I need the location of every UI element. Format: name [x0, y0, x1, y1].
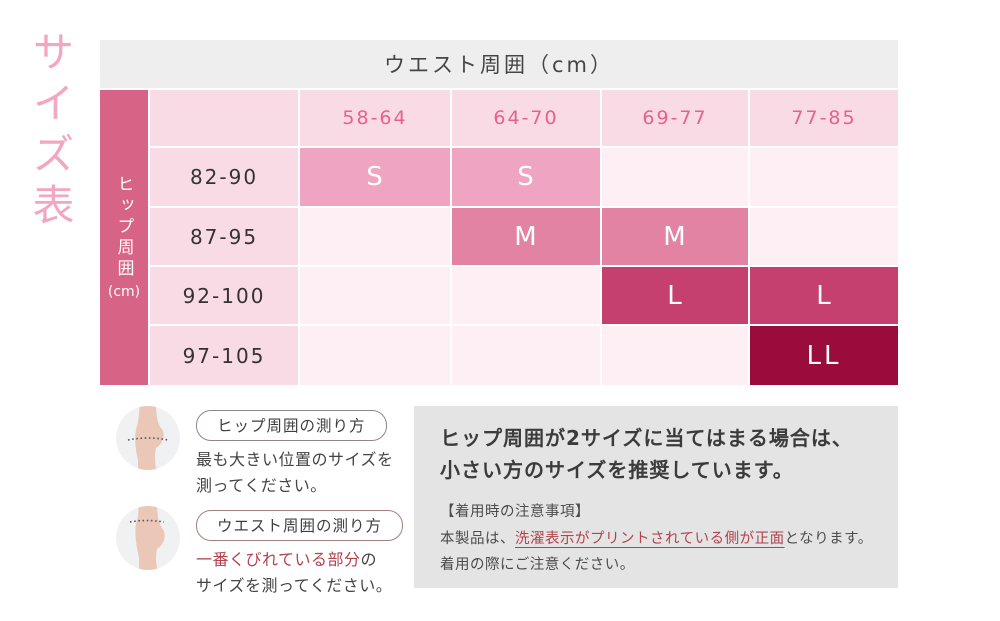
hip-measure-line1: 最も大きい位置のサイズを	[196, 450, 394, 469]
size-cell-s: S	[300, 148, 450, 206]
hip-measure-pill-label: ヒップ周囲の測り方	[196, 410, 387, 441]
size-cell-s: S	[452, 148, 600, 206]
waist-measure-line2: サイズを測ってください。	[196, 576, 393, 596]
waist-axis-header: ウエスト周囲（cm）	[100, 40, 898, 88]
empty-cell	[750, 208, 898, 265]
empty-cell	[300, 208, 450, 265]
empty-cell	[452, 267, 600, 324]
col-header-64-70: 64-70	[452, 90, 600, 146]
wearing-caution: 【着用時の注意事項】 本製品は、洗濯表示がプリントされている側が正面となります。…	[440, 499, 898, 579]
hip-measure-description: 最も大きい位置のサイズを 測ってください。	[196, 447, 394, 500]
caution-line2: 着用の際にご注意ください。	[440, 557, 635, 574]
size-recommendation-note-box: ヒップ周囲が2サイズに当てはまる場合は、 小さい方のサイズを推奨しています。 【…	[414, 406, 898, 588]
row-header-92-100: 92-100	[150, 267, 298, 324]
hip-measure-line2: 測ってください。	[196, 476, 327, 496]
col-header-58-64: 58-64	[300, 90, 450, 146]
empty-cell	[602, 326, 748, 385]
empty-cell	[452, 326, 600, 385]
size-chart-table: ウエスト周囲（cm） ヒップ周囲 (cm) 58-64 64-70 69-77 …	[100, 40, 898, 385]
hip-measure-instruction: ヒップ周囲の測り方 最も大きい位置のサイズを 測ってください。	[116, 406, 394, 500]
caution-post: となります。	[784, 530, 873, 547]
row-header-87-95: 87-95	[150, 208, 298, 265]
waist-measure-line1-rest: の	[360, 550, 378, 569]
size-cell-l: L	[602, 267, 748, 324]
hip-axis-header: ヒップ周囲 (cm)	[100, 90, 148, 385]
size-cell-l: L	[750, 267, 898, 324]
corner-spacer-cell	[150, 90, 298, 146]
size-cell-m: M	[602, 208, 748, 265]
caution-pre: 本製品は、	[440, 530, 515, 547]
waist-measure-pill-label: ウエスト周囲の測り方	[196, 510, 404, 541]
size-cell-ll: LL	[750, 326, 898, 385]
size-chart-body: ヒップ周囲 (cm) 58-64 64-70 69-77 77-85 82-90…	[100, 90, 898, 385]
hip-measure-icon	[116, 406, 180, 470]
hip-axis-unit: (cm)	[107, 284, 141, 300]
size-grid: 58-64 64-70 69-77 77-85 82-90 S S 87-95 …	[150, 90, 898, 385]
waist-measure-icon	[116, 506, 180, 570]
waist-measure-text: ウエスト周囲の測り方 一番くびれている部分の サイズを測ってください。	[196, 506, 404, 600]
row-header-97-105: 97-105	[150, 326, 298, 385]
col-header-77-85: 77-85	[750, 90, 898, 146]
note-heading: ヒップ周囲が2サイズに当てはまる場合は、 小さい方のサイズを推奨しています。	[440, 422, 898, 487]
row-header-82-90: 82-90	[150, 148, 298, 206]
size-cell-m: M	[452, 208, 600, 265]
page-title: サイズ表	[26, 30, 75, 234]
hip-axis-label: ヒップ周囲	[113, 175, 134, 280]
caution-title: 【着用時の注意事項】	[440, 503, 590, 520]
empty-cell	[750, 148, 898, 206]
empty-cell	[300, 326, 450, 385]
waist-measure-line1-red: 一番くびれている部分	[196, 550, 361, 569]
empty-cell	[300, 267, 450, 324]
caution-red-underlined: 洗濯表示がプリントされている側が正面	[515, 530, 785, 547]
empty-cell	[602, 148, 748, 206]
hip-measure-text: ヒップ周囲の測り方 最も大きい位置のサイズを 測ってください。	[196, 406, 394, 500]
col-header-69-77: 69-77	[602, 90, 748, 146]
note-heading-line1: ヒップ周囲が2サイズに当てはまる場合は、	[440, 426, 853, 450]
note-heading-line2: 小さい方のサイズを推奨しています。	[440, 458, 794, 483]
waist-measure-instruction: ウエスト周囲の測り方 一番くびれている部分の サイズを測ってください。	[116, 506, 404, 600]
waist-measure-description: 一番くびれている部分の サイズを測ってください。	[196, 547, 403, 600]
